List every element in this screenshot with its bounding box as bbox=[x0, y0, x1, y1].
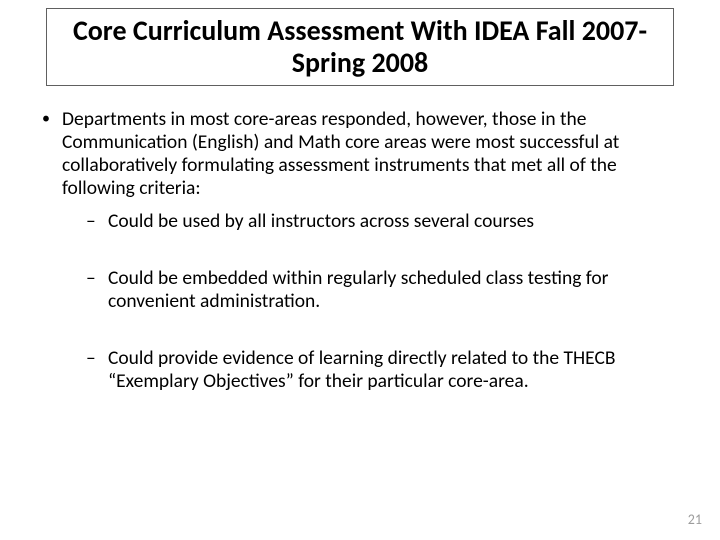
sub-bullet-marker: – bbox=[86, 347, 108, 393]
sub-bullet: – Could provide evidence of learning dir… bbox=[86, 347, 686, 393]
sub-bullet-text: Could be used by all instructors across … bbox=[108, 210, 686, 233]
title-box: Core Curriculum Assessment With IDEA Fal… bbox=[46, 8, 674, 86]
sub-bullet: – Could be embedded within regularly sch… bbox=[86, 267, 686, 313]
sub-bullet-text: Could provide evidence of learning direc… bbox=[108, 347, 686, 393]
sub-bullet-marker: – bbox=[86, 210, 108, 233]
sub-bullet: – Could be used by all instructors acros… bbox=[86, 210, 686, 233]
page-number: 21 bbox=[688, 511, 702, 528]
slide-title: Core Curriculum Assessment With IDEA Fal… bbox=[47, 15, 673, 79]
sub-bullet-text: Could be embedded within regularly sched… bbox=[108, 267, 686, 313]
sub-bullet-marker: – bbox=[86, 267, 108, 313]
bullet-marker: • bbox=[36, 108, 62, 200]
main-bullet-text: Departments in most core-areas responded… bbox=[62, 108, 686, 200]
sub-bullet-list: – Could be used by all instructors acros… bbox=[86, 210, 686, 393]
content-area: • Departments in most core-areas respond… bbox=[36, 108, 686, 427]
main-bullet: • Departments in most core-areas respond… bbox=[36, 108, 686, 200]
